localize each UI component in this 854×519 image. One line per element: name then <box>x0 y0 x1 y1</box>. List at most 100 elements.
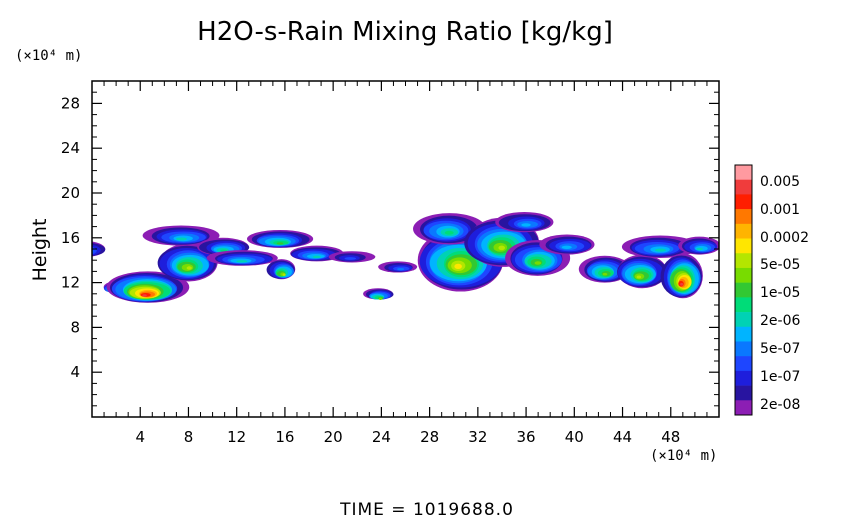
colorbar-swatch <box>735 326 752 342</box>
contour-band <box>654 248 666 252</box>
rain-cell <box>617 254 668 289</box>
y-axis-unit: (×10⁴ m) <box>15 48 82 64</box>
rain-cell <box>266 259 296 280</box>
y-axis-label: Height <box>29 219 51 282</box>
y-axis-ticks: 4 8 12 16 20 24 28 <box>61 91 719 407</box>
x-tick-label: 24 <box>372 428 391 446</box>
colorbar-label: 0.001 <box>760 202 800 218</box>
colorbar-swatch <box>735 385 752 401</box>
chart-title: H2O-s-Rain Mixing Ratio [kg/kg] <box>197 17 613 47</box>
contour-band <box>498 245 506 251</box>
y-tick-label: 12 <box>61 274 80 292</box>
x-tick-label: 12 <box>227 428 246 446</box>
y-tick-label: 16 <box>61 229 80 247</box>
colorbar-swatch <box>735 223 752 239</box>
colorbar-label: 0.005 <box>760 174 800 190</box>
colorbar-label: 1e-07 <box>760 369 800 385</box>
rain-cell <box>106 271 190 303</box>
rain-cell <box>578 255 631 283</box>
colorbar-swatch <box>735 356 752 372</box>
rain-cell <box>378 261 418 273</box>
rain-cell <box>495 212 554 233</box>
contour-band <box>344 257 357 260</box>
x-tick-label: 16 <box>275 428 294 446</box>
rain-cell <box>206 250 278 266</box>
x-axis-unit: (×10⁴ m) <box>650 448 717 464</box>
contour-band <box>92 246 97 255</box>
colorbar-swatch <box>735 312 752 328</box>
rain-cell <box>246 229 314 248</box>
rain-cell <box>142 225 220 246</box>
rain-cell <box>678 236 719 255</box>
x-tick-label: 40 <box>565 428 584 446</box>
colorbar-swatch <box>735 282 752 298</box>
rain-cell <box>621 235 699 258</box>
rain-cell <box>328 251 376 263</box>
colorbar-swatch <box>735 297 752 313</box>
contour-band <box>680 282 684 286</box>
contour-band <box>92 249 94 254</box>
rain-cell <box>363 288 394 301</box>
rain-field <box>79 212 719 303</box>
rain-cell <box>660 253 703 299</box>
colorbar-swatch <box>735 400 752 416</box>
contour-band <box>282 273 286 276</box>
contour-band <box>444 230 454 235</box>
colorbar-swatch <box>735 341 752 357</box>
rain-cell <box>79 241 106 257</box>
contour-band <box>602 272 608 276</box>
contour-band <box>142 294 147 297</box>
contour-band <box>276 242 284 245</box>
colorbar-swatch <box>735 253 752 269</box>
contour-band <box>636 275 642 279</box>
contour-band <box>312 255 321 259</box>
colorbar-label: 5e-07 <box>760 341 800 357</box>
x-tick-label: 44 <box>613 428 632 446</box>
contour-band <box>175 237 187 241</box>
colorbar-swatch <box>735 370 752 386</box>
contour-band <box>561 245 572 250</box>
x-tick-label: 20 <box>324 428 343 446</box>
colorbar-swatch <box>735 238 752 254</box>
rain-cell <box>539 234 595 255</box>
colorbar-label: 1e-05 <box>760 285 800 301</box>
contour-band <box>696 247 704 251</box>
y-tick-label: 8 <box>70 318 80 336</box>
colorbar-swatch <box>735 165 752 181</box>
contour-band <box>397 267 405 271</box>
time-footer: TIME = 1019688.0 <box>339 500 514 519</box>
rain-cell <box>290 245 344 262</box>
x-tick-label: 4 <box>135 428 145 446</box>
colorbar-label: 0.0002 <box>760 230 809 246</box>
contour-band <box>534 261 542 265</box>
y-tick-label: 24 <box>61 139 80 157</box>
x-tick-label: 32 <box>468 428 487 446</box>
colorbar: 0.005 0.001 0.0002 5e-05 1e-05 2e-06 5e-07 1e-0… <box>734 164 809 416</box>
contour-band <box>79 250 90 254</box>
colorbar-swatch <box>735 209 752 225</box>
x-tick-label: 8 <box>184 428 194 446</box>
x-tick-label: 36 <box>517 428 536 446</box>
colorbar-label: 5e-05 <box>760 257 800 273</box>
rain-cell <box>157 243 218 282</box>
colorbar-label: 2e-08 <box>760 397 800 413</box>
x-tick-label: 28 <box>420 428 439 446</box>
contour-band <box>454 263 462 269</box>
contour-band <box>83 251 88 253</box>
y-tick-label: 28 <box>61 94 80 112</box>
colorbar-label: 2e-06 <box>760 313 800 329</box>
rain-cell <box>197 237 250 256</box>
y-tick-label: 20 <box>61 184 80 202</box>
colorbar-swatch <box>735 194 752 210</box>
colorbar-swatch <box>735 179 752 195</box>
colorbar-frame <box>734 164 753 416</box>
x-axis-ticks: 4 8 12 16 20 24 28 32 36 40 44 48 <box>103 81 708 446</box>
y-tick-label: 4 <box>70 363 80 381</box>
contour-band <box>521 223 531 227</box>
contour-band <box>378 297 382 301</box>
contour-band <box>186 266 192 270</box>
x-tick-label: 48 <box>661 428 680 446</box>
colorbar-swatch <box>735 267 752 283</box>
